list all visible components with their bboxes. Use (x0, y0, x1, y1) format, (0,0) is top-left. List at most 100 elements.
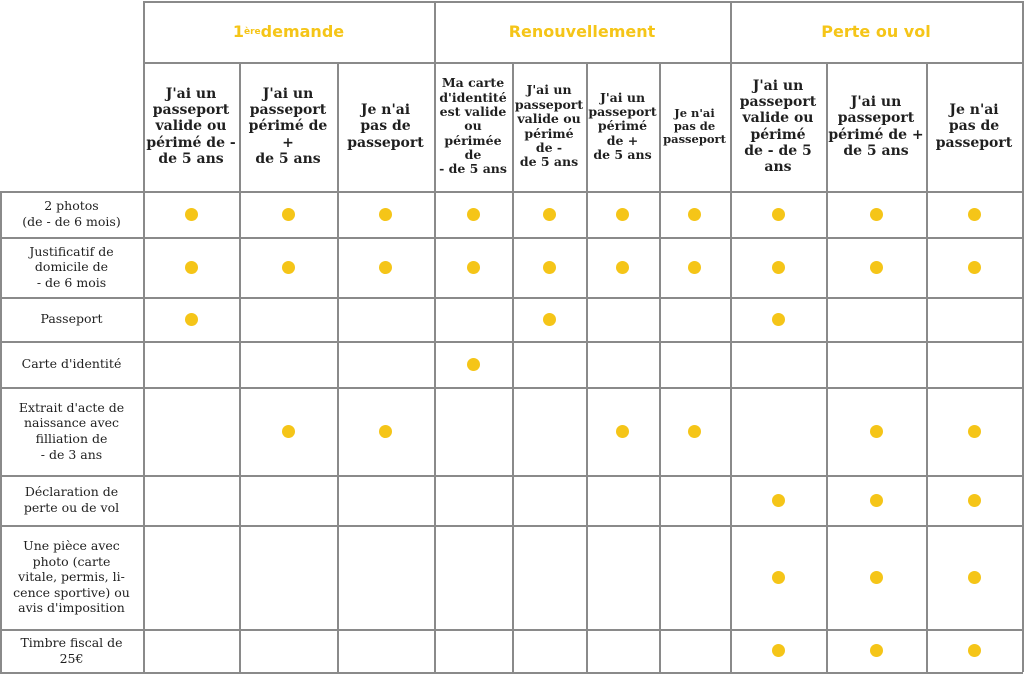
requirement-dot (542, 207, 556, 221)
column-header: J'ai un passeport périmé de + de 5 ans (239, 62, 337, 191)
grid-line (659, 62, 661, 672)
requirement-dot (379, 207, 392, 221)
requirement-dot (616, 260, 629, 274)
row-header-label: Une pièce avec photo (carte vitale, perm… (13, 537, 130, 616)
requirement-dot (869, 260, 883, 274)
row-header: Carte d'identité (0, 341, 143, 387)
grid-line (0, 475, 1023, 477)
row-header: 2 photos (de - de 6 mois) (0, 191, 143, 237)
grid-line (143, 62, 1023, 64)
requirement-dot (869, 424, 883, 438)
requirement-dot (466, 357, 480, 371)
row-header: Timbre fiscal de 25€ (0, 629, 143, 672)
grid-line (0, 191, 2, 672)
grid-line (512, 62, 514, 672)
requirement-dot (869, 644, 883, 657)
grid-line (730, 1, 732, 672)
requirement-dot (281, 207, 295, 221)
column-header: J'ai un passeport périmé de + de 5 ans (826, 62, 926, 191)
requirement-dot (616, 207, 629, 221)
row-header-label: Timbre fiscal de 25€ (20, 634, 123, 666)
requirement-dot (379, 424, 392, 438)
row-header-label: Déclaration de perte ou de vol (23, 484, 120, 515)
requirement-dot (542, 312, 556, 326)
group-header-label: Perte ou vol (821, 22, 931, 41)
column-header: Ma carte d'identité est valide ou périmé… (434, 62, 512, 191)
grid-line (0, 525, 1023, 527)
group-header: Perte ou vol (730, 1, 1022, 62)
requirement-dot (967, 644, 981, 657)
column-header-label: J'ai un passeport périmé de + de 5 ans (588, 89, 657, 163)
requirement-dot (379, 260, 392, 274)
group-header-label: 1 (232, 22, 244, 41)
column-header-label: Je n'ai pas de passeport (663, 105, 726, 147)
group-header-label: Renouvellement (508, 22, 656, 41)
column-header-label: J'ai un passeport valide ou périmé de - … (739, 78, 817, 175)
requirement-dot (184, 260, 198, 274)
group-header-label: demande (260, 22, 345, 41)
column-header: J'ai un passeport valide ou périmé de - … (143, 62, 239, 191)
column-header-label: J'ai un passeport périmé de + de 5 ans (248, 86, 328, 167)
row-header-label: Extrait d'acte de naissance avec filliat… (18, 399, 125, 462)
grid-line (0, 387, 1023, 389)
grid-line (143, 1, 145, 672)
column-header: J'ai un passeport valide ou périmé de - … (730, 62, 826, 191)
requirement-dot (869, 493, 883, 507)
column-header: J'ai un passeport valide ou périmé de - … (512, 62, 586, 191)
grid-line (143, 1, 1023, 3)
grid-line (0, 297, 1023, 299)
requirement-dot (869, 570, 883, 584)
requirement-dot (967, 424, 981, 438)
requirement-dot (281, 260, 295, 274)
grid-line (239, 62, 241, 672)
requirement-dot (771, 207, 785, 221)
requirement-dot (542, 260, 556, 274)
requirement-dot (688, 260, 701, 274)
requirement-dot (184, 207, 198, 221)
requirement-dot (688, 207, 701, 221)
grid-line (0, 629, 1023, 631)
grid-line (434, 1, 436, 672)
row-header-label: Carte d'identité (21, 356, 122, 372)
row-header-label: 2 photos (de - de 6 mois) (22, 198, 121, 229)
group-header: 1 ère demande (143, 1, 434, 62)
requirement-dot (967, 207, 981, 221)
column-header-label: J'ai un passeport périmé de + de 5 ans (828, 94, 924, 159)
group-header: Renouvellement (434, 1, 730, 62)
group-header-superscript: ère (244, 26, 261, 37)
grid-line (0, 341, 1023, 343)
grid-line (1022, 1, 1024, 672)
column-header: J'ai un passeport périmé de + de 5 ans (586, 62, 659, 191)
grid-line (0, 237, 1023, 239)
grid-line (926, 62, 928, 672)
grid-line (826, 62, 828, 672)
requirement-dot (869, 207, 883, 221)
column-header: Je n'ai pas de passeport (337, 62, 434, 191)
requirement-dot (771, 260, 785, 274)
row-header: Une pièce avec photo (carte vitale, perm… (0, 525, 143, 629)
grid-line (337, 62, 339, 672)
requirement-dot (281, 424, 295, 438)
row-header: Passeport (0, 297, 143, 341)
requirement-dot (771, 570, 785, 584)
requirement-dot (688, 424, 701, 438)
row-header: Justificatif de domicile de - de 6 mois (0, 237, 143, 297)
grid-line (586, 62, 588, 672)
requirement-dot (771, 493, 785, 507)
column-header-label: J'ai un passeport valide ou périmé de - … (514, 82, 584, 170)
requirement-dot (771, 312, 785, 326)
requirement-dot (466, 207, 480, 221)
requirement-dot (967, 493, 981, 507)
row-header-label: Justificatif de domicile de - de 6 mois (29, 243, 114, 290)
row-header: Déclaration de perte ou de vol (0, 475, 143, 525)
requirement-dot (184, 312, 198, 326)
requirement-dot (466, 260, 480, 274)
row-header: Extrait d'acte de naissance avec filliat… (0, 387, 143, 475)
column-header-label: Je n'ai pas de passeport (935, 102, 1013, 151)
column-header-label: J'ai un passeport valide ou périmé de - … (146, 86, 236, 167)
requirement-dot (967, 260, 981, 274)
requirement-dot (616, 424, 629, 438)
row-header-label: Passeport (40, 311, 103, 327)
requirement-dot (967, 570, 981, 584)
